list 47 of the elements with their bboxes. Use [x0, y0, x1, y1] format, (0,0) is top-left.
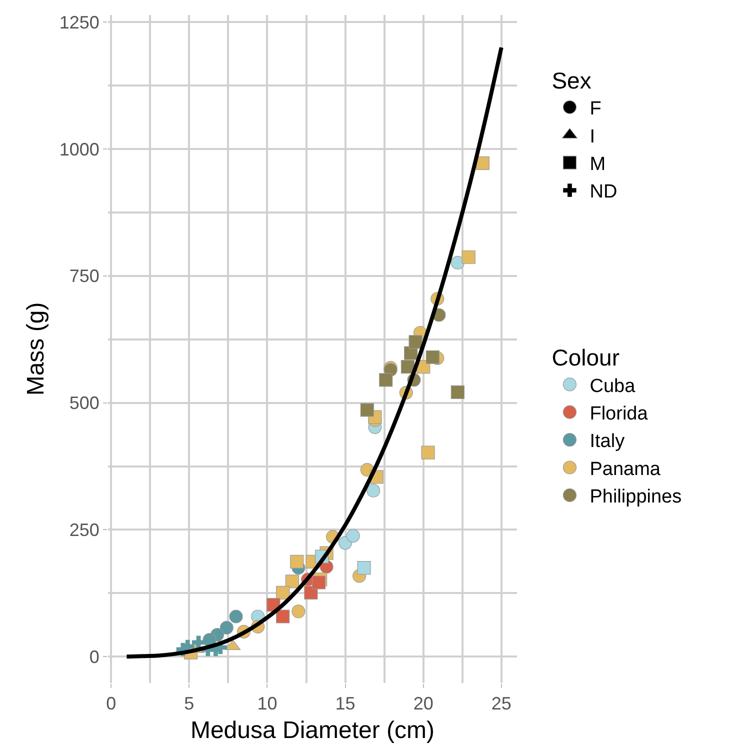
legend-label: I — [590, 126, 595, 148]
point — [421, 446, 435, 460]
point — [360, 403, 374, 417]
legend-label: Philippines — [590, 486, 682, 508]
x-tick-label: 20 — [413, 694, 434, 714]
y-tick-label: 0 — [89, 646, 100, 667]
y-tick-label: 1250 — [59, 12, 100, 32]
legend-label: Panama — [590, 458, 661, 480]
point — [462, 250, 476, 264]
point — [450, 385, 464, 399]
legend-label: F — [590, 98, 602, 120]
text: Sex — [552, 67, 592, 94]
point — [357, 560, 371, 575]
legend-label: Italy — [590, 431, 626, 452]
point — [276, 610, 290, 624]
legend-label: Cuba — [590, 376, 636, 397]
x-tick-label: 15 — [335, 694, 356, 714]
x-tick-label: 25 — [491, 694, 512, 714]
point — [426, 350, 440, 364]
legend-label: M — [590, 154, 606, 175]
point — [400, 360, 415, 374]
point — [408, 335, 422, 349]
point — [476, 156, 490, 170]
y-tick-label: 1000 — [59, 139, 100, 160]
legend-label: Florida — [590, 404, 648, 424]
point — [346, 529, 360, 543]
x-tick-label: 5 — [184, 694, 194, 714]
x-tick-label: 10 — [257, 694, 278, 714]
y-axis-title: Mass (g) — [22, 302, 50, 396]
line-series — [124, 45, 504, 659]
point — [292, 604, 306, 618]
y-tick-label: 750 — [69, 266, 100, 286]
point — [290, 554, 304, 568]
point — [379, 373, 393, 387]
point — [450, 256, 464, 270]
legend-label: ND — [590, 182, 618, 203]
x-tick-label: 0 — [106, 694, 116, 714]
text: Colour — [552, 344, 620, 371]
point — [285, 574, 300, 588]
y-tick-label: 250 — [69, 520, 100, 540]
point — [312, 576, 326, 590]
point — [366, 484, 380, 498]
point — [220, 620, 234, 634]
y-tick-label: 500 — [69, 393, 100, 414]
point — [276, 586, 290, 600]
point — [229, 610, 243, 624]
x-axis-title: Medusa Diameter (cm) — [190, 716, 435, 744]
